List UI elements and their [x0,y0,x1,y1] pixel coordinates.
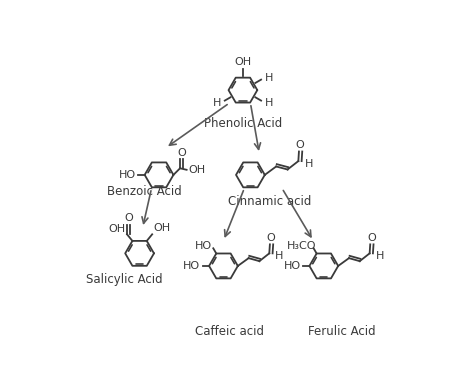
Text: H: H [305,159,313,169]
Text: Cinnamic acid: Cinnamic acid [228,195,311,208]
Text: H: H [264,73,273,83]
Text: H: H [264,98,273,107]
Text: Phenolic Acid: Phenolic Acid [204,117,282,130]
Text: O: O [296,140,304,150]
Text: H₃CO: H₃CO [286,242,316,252]
Text: OH: OH [234,57,252,67]
Text: Caffeic acid: Caffeic acid [195,325,264,338]
Text: HO: HO [119,170,137,180]
Text: H: H [213,98,221,107]
Text: Benzoic Acid: Benzoic Acid [107,185,182,198]
Text: Ferulic Acid: Ferulic Acid [308,325,375,338]
Text: OH: OH [188,165,206,175]
Text: HO: HO [284,261,301,271]
Text: H: H [275,251,283,261]
Text: Salicylic Acid: Salicylic Acid [86,273,163,286]
Text: HO: HO [183,261,200,271]
Text: H: H [375,251,384,261]
Text: O: O [177,147,186,158]
Text: O: O [267,233,275,243]
Text: HO: HO [195,241,212,251]
Text: OH: OH [109,224,126,234]
Text: OH: OH [154,223,171,233]
Text: O: O [367,233,376,243]
Text: O: O [124,213,133,223]
